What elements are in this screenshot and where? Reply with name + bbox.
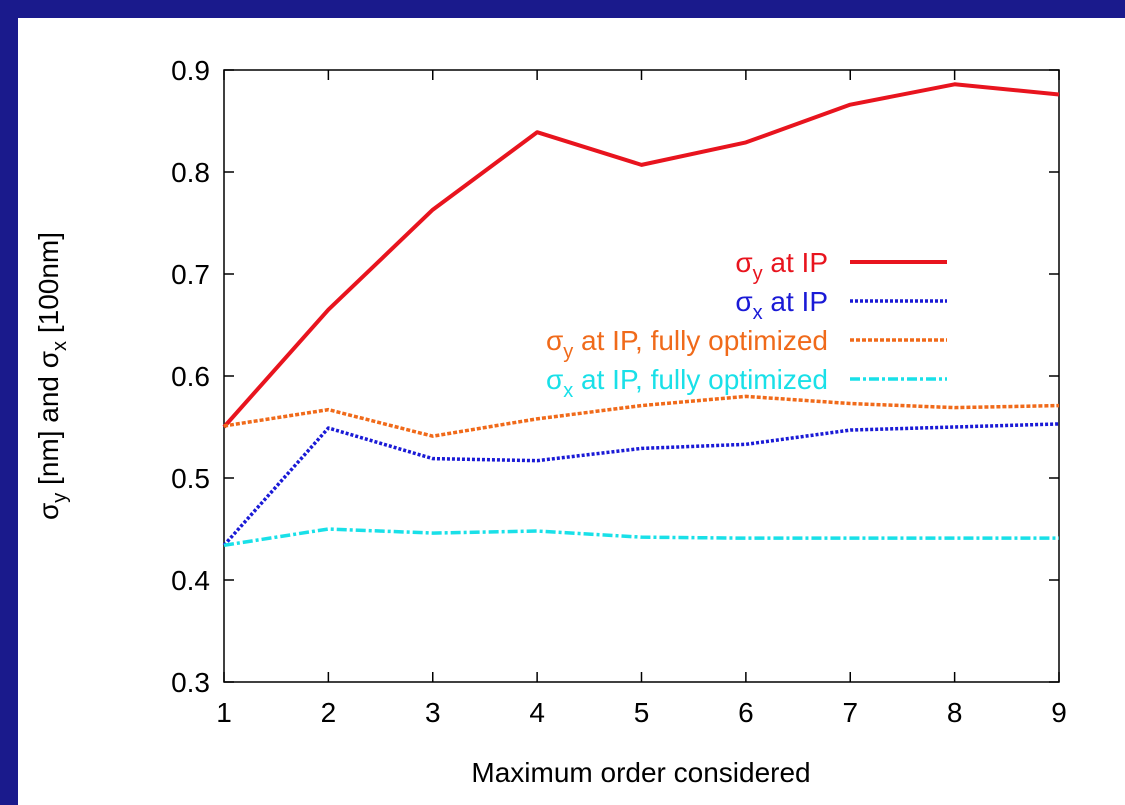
series-line-1	[222, 82, 1060, 429]
series-lines	[222, 82, 1060, 548]
legend-label-3: σy at IP, fully optimized	[546, 325, 828, 363]
legend-label-4: σx at IP, fully optimized	[546, 364, 828, 402]
y-tick-label: 0.6	[171, 361, 210, 392]
y-tick-label: 0.3	[171, 667, 210, 698]
y-tick-label: 0.9	[171, 55, 210, 86]
y-tick-label: 0.5	[171, 463, 210, 494]
x-tick-label: 8	[947, 697, 963, 728]
x-tick-label: 3	[425, 697, 441, 728]
y-tick-label: 0.8	[171, 157, 210, 188]
legend-label-2: σx at IP	[735, 286, 828, 324]
x-tick-label: 5	[634, 697, 650, 728]
x-tick-label: 9	[1051, 697, 1067, 728]
x-tick-label: 2	[321, 697, 337, 728]
y-axis-ticks: 0.3 0.4 0.5 0.6 0.7 0.8 0.9	[171, 55, 1059, 698]
slide-top-band	[0, 0, 1125, 18]
series-line-4	[223, 527, 1059, 548]
series-line-2	[222, 422, 1060, 547]
x-axis-title: Maximum order considered	[471, 757, 810, 788]
slide-left-band	[0, 0, 18, 805]
legend-label-1: σy at IP	[735, 247, 828, 285]
x-tick-label: 6	[738, 697, 754, 728]
x-tick-label: 7	[842, 697, 858, 728]
y-tick-label: 0.7	[171, 259, 210, 290]
y-tick-label: 0.4	[171, 565, 210, 596]
y-axis-title: σy [nm] and σx [100nm]	[33, 232, 71, 520]
series-line-3	[223, 394, 1060, 438]
x-axis-ticks: 1 2 3 4 5 6 7 8 9	[216, 70, 1067, 728]
x-tick-label: 4	[529, 697, 545, 728]
x-tick-label: 1	[216, 697, 232, 728]
